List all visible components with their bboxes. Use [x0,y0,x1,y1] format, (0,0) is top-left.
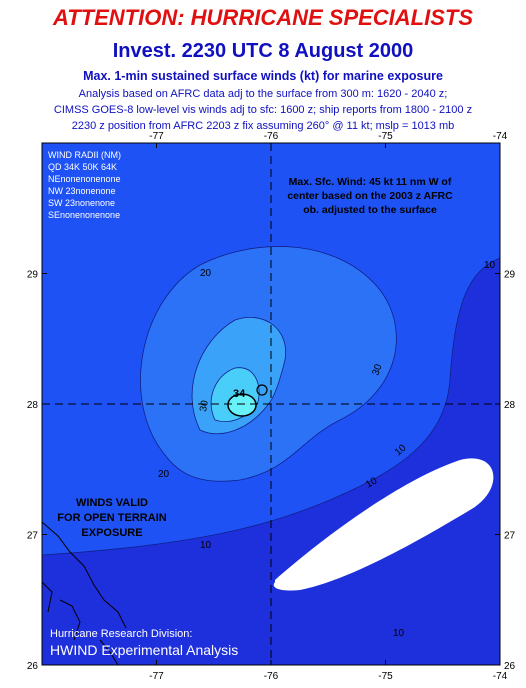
radii-line: WIND RADII (NM) [48,150,121,160]
radii-line: NEnonenonenone [48,174,121,184]
note-line: CIMSS GOES-8 low-level vis winds adj to … [54,104,472,116]
radii-line: SEnonenonenone [48,210,120,220]
y-tick-label: 28 [27,400,39,411]
y-tick-label: 28 [504,400,516,411]
radii-line: QD 34K 50K 64K [48,162,117,172]
exposure-note: FOR OPEN TERRAIN [57,512,166,524]
wind-max [227,393,257,417]
x-tick-label: -75 [378,671,393,682]
y-tick-label: 27 [27,531,39,542]
coastline [42,521,127,665]
radii-line: SW 23nonenone [48,198,115,208]
x-tick-label: -76 [264,671,279,682]
contour-label: 30 [198,399,211,412]
radii-line: NW 23nonenone [48,186,116,196]
y-tick-label: 29 [504,270,516,281]
calm-area [273,458,494,591]
note-line: 2230 z position from AFRC 2203 z fix ass… [72,120,455,132]
x-tick-label: -77 [149,671,164,682]
map: WIND RADII (NM) QD 34K 50K 64K NEnonenon… [41,142,501,666]
y-tick-label: 26 [504,661,516,672]
max-wind-note: center based on the 2003 z AFRC [287,190,453,202]
contour-label: 10 [393,628,405,639]
exposure-note: WINDS VALID [76,497,148,509]
y-tick-label: 26 [27,661,39,672]
note-line: Analysis based on AFRC data adj to the s… [79,88,448,100]
max-wind-note: Max. Sfc. Wind: 45 kt 11 nm W of [289,176,452,188]
x-tick-label: -77 [149,131,164,142]
contour-label: 20 [200,268,212,279]
y-tick-label: 27 [504,531,516,542]
credit: Hurricane Research Division: [50,628,192,640]
alert-title: ATTENTION: HURRICANE SPECIALISTS [52,5,473,30]
contour-label: 10 [484,260,496,271]
x-tick-label: -76 [264,131,279,142]
credit: HWIND Experimental Analysis [50,642,238,658]
exposure-note: EXPOSURE [81,527,142,539]
contour-label: 10 [364,475,380,490]
x-tick-label: -75 [378,131,393,142]
contour-label: 20 [158,469,170,480]
contour-label: 30 [370,362,384,377]
x-tick-label: -74 [493,671,508,682]
contour-label: 10 [200,540,212,551]
analysis-title: Invest. 2230 UTC 8 August 2000 [113,40,414,62]
contour-label: 34 [233,388,246,400]
y-tick-label: 29 [27,270,39,281]
x-tick-label: -74 [493,131,508,142]
product-line: Max. 1-min sustained surface winds (kt) … [83,69,443,83]
max-wind-note: ob. adjusted to the surface [303,204,437,216]
contour [256,384,268,396]
